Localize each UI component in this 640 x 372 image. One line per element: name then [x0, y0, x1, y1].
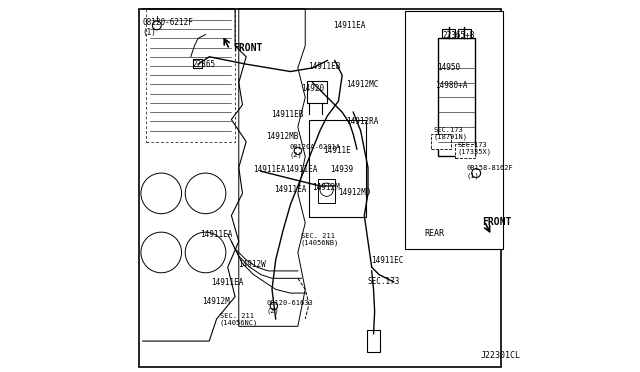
Text: 22365+B: 22365+B [443, 31, 475, 40]
Text: 14912MC: 14912MC [347, 80, 379, 89]
Bar [318, 179, 335, 203]
Text: 22365: 22365 [193, 60, 216, 69]
Text: J22301CL: J22301CL [481, 351, 520, 360]
Bar [438, 38, 475, 157]
Bar [455, 144, 475, 158]
Bar [367, 330, 380, 352]
Text: SEC.173: SEC.173 [367, 277, 399, 286]
Text: 14911EA: 14911EA [274, 185, 306, 194]
Text: 14911EA: 14911EA [285, 165, 317, 174]
Text: REAR: REAR [424, 229, 444, 238]
Text: 14911EB: 14911EB [271, 109, 303, 119]
Text: 14911EA: 14911EA [253, 165, 285, 174]
Text: 14950: 14950 [437, 62, 461, 72]
Bar [431, 134, 451, 149]
Text: 14980+A: 14980+A [435, 81, 468, 90]
Text: 14912M: 14912M [203, 297, 230, 306]
Text: 14912W: 14912W [238, 260, 266, 269]
Text: 08158-8162F
(1): 08158-8162F (1) [467, 165, 514, 179]
Text: SEC.173
(17335X): SEC.173 (17335X) [458, 142, 492, 155]
Text: 14911EC: 14911EC [371, 256, 403, 265]
Bar [193, 59, 202, 68]
Text: SEC. 211
(14056NC): SEC. 211 (14056NC) [220, 313, 258, 326]
Text: 14920: 14920 [301, 84, 324, 93]
Text: 08120-6212F
(1): 08120-6212F (1) [143, 17, 194, 37]
Text: 14912M: 14912M [312, 183, 340, 192]
Text: 14939: 14939 [330, 165, 353, 174]
Text: 08120A-6201A
(2): 08120A-6201A (2) [290, 144, 340, 158]
Text: SEC. 211
(14056NB): SEC. 211 (14056NB) [301, 233, 339, 246]
Bar [405, 11, 503, 249]
Text: FRONT: FRONT [233, 42, 262, 52]
Text: 08120-61633
(2): 08120-61633 (2) [266, 300, 313, 314]
Text: 14911EB: 14911EB [308, 61, 340, 71]
Text: 14911EA: 14911EA [200, 230, 232, 239]
Text: 14912MD: 14912MD [338, 188, 370, 197]
Text: 14911E: 14911E [323, 147, 351, 155]
Text: FRONT: FRONT [482, 217, 511, 227]
Bar [442, 29, 455, 38]
Text: 14912MB: 14912MB [266, 132, 299, 141]
Text: 14912RA: 14912RA [347, 117, 379, 126]
Bar [458, 29, 470, 38]
Bar [309, 119, 366, 217]
Text: SEC.173
(18791N): SEC.173 (18791N) [434, 127, 468, 140]
Bar [307, 81, 328, 103]
Text: 14911EA: 14911EA [211, 278, 243, 287]
Text: 14911EA: 14911EA [333, 21, 365, 30]
